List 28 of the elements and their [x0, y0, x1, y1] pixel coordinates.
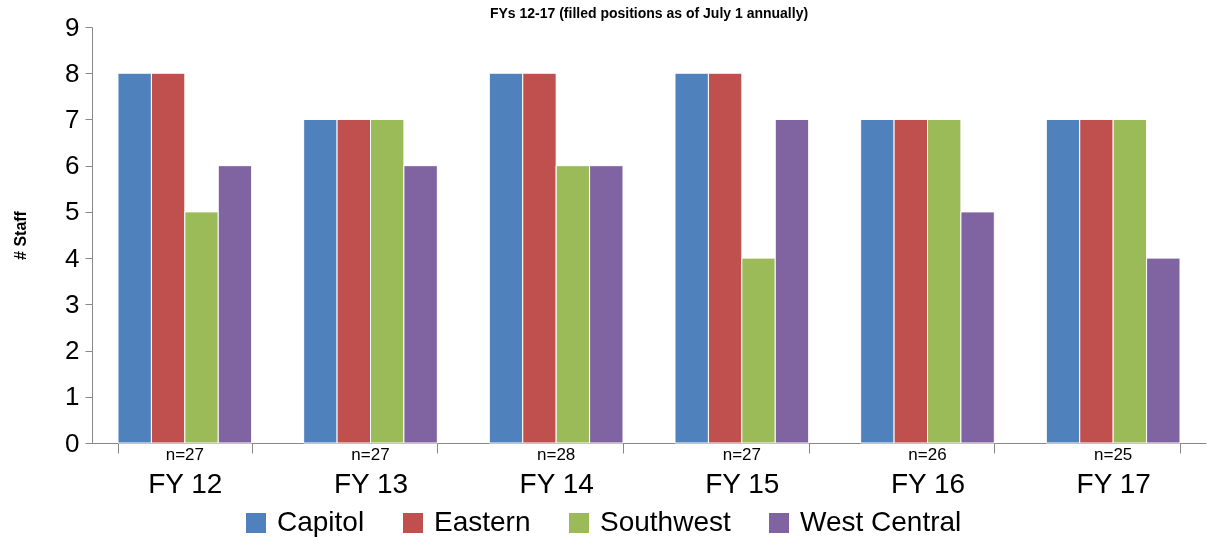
y-tick-label: 7 — [65, 103, 80, 134]
x-tick-label: FY 16 — [890, 467, 966, 499]
y-axis-title: # Staff — [12, 210, 30, 260]
text: n=27 — [351, 445, 390, 464]
y-tick-label: 8 — [65, 57, 80, 88]
y-tick-label: 6 — [65, 150, 80, 181]
y-tick-label: 3 — [65, 288, 80, 319]
text: n=27 — [165, 445, 204, 464]
chart-title: FYs 12-17 (filled positions as of July 1 annually) — [489, 5, 809, 21]
y-tick-label: 5 — [65, 196, 80, 227]
text: n=26 — [908, 445, 947, 464]
legend-label: Eastern — [434, 506, 531, 537]
y-tick-label: 9 — [65, 11, 80, 42]
x-tick-label: FY 12 — [148, 467, 223, 499]
legend-label: Southwest — [600, 506, 731, 537]
y-tick-label: 0 — [65, 427, 80, 458]
legend-label: Capitol — [277, 506, 365, 537]
text: n=25 — [1094, 445, 1133, 464]
y-tick-label: 2 — [65, 335, 80, 366]
text: n=27 — [722, 445, 761, 464]
text: n=28 — [537, 445, 576, 464]
legend-label: West Central — [800, 506, 962, 537]
x-tick-label: FY 17 — [1076, 467, 1151, 499]
y-tick-label: 1 — [65, 381, 80, 412]
x-tick-label: FY 13 — [333, 467, 409, 499]
x-tick-label: FY 15 — [705, 467, 780, 499]
y-tick-label: 4 — [65, 242, 80, 273]
x-tick-label: FY 14 — [519, 467, 594, 499]
